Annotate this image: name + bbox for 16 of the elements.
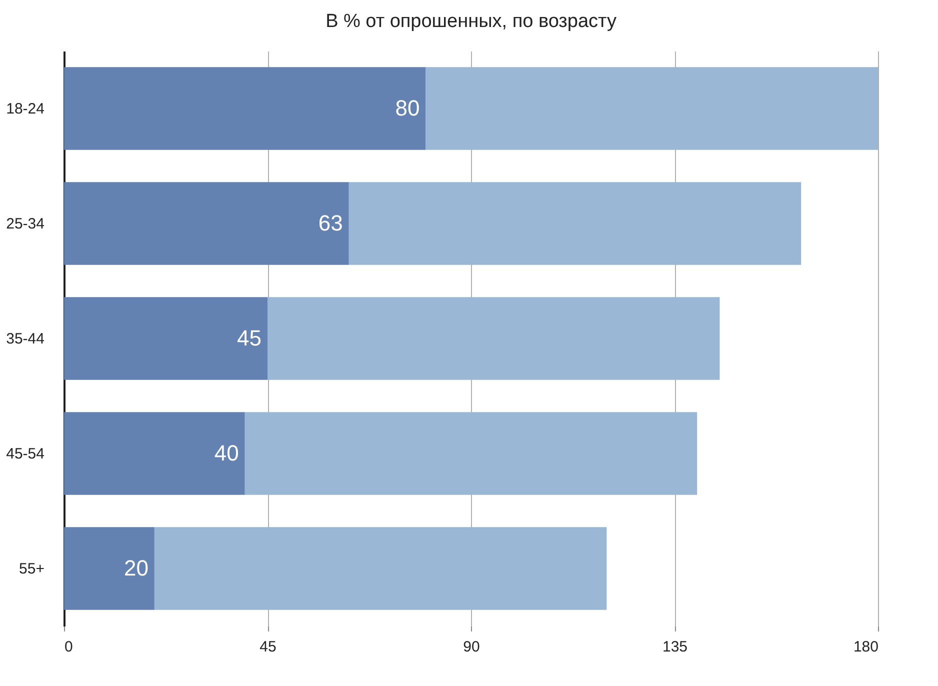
- x-tick-label: 45: [260, 638, 276, 656]
- x-tick-label: 135: [662, 638, 688, 656]
- data-label: 45: [237, 326, 262, 350]
- x-tick-label: 0: [64, 638, 73, 656]
- y-tick-label: 45-54: [6, 446, 44, 462]
- data-label: 40: [214, 440, 239, 466]
- y-tick-label: 18-24: [6, 100, 44, 118]
- chart-title: В % от опрошенных, по возрасту: [326, 11, 617, 32]
- x-tick-label: 90: [463, 638, 480, 656]
- y-tick-label: 35-44: [6, 330, 44, 348]
- y-tick-label: 55+: [19, 560, 45, 578]
- data-label: 63: [318, 210, 343, 236]
- x-tick-label: 180: [853, 638, 878, 656]
- y-tick-label: 25-34: [6, 216, 44, 232]
- data-label: 20: [124, 556, 148, 580]
- data-label: 80: [395, 96, 420, 120]
